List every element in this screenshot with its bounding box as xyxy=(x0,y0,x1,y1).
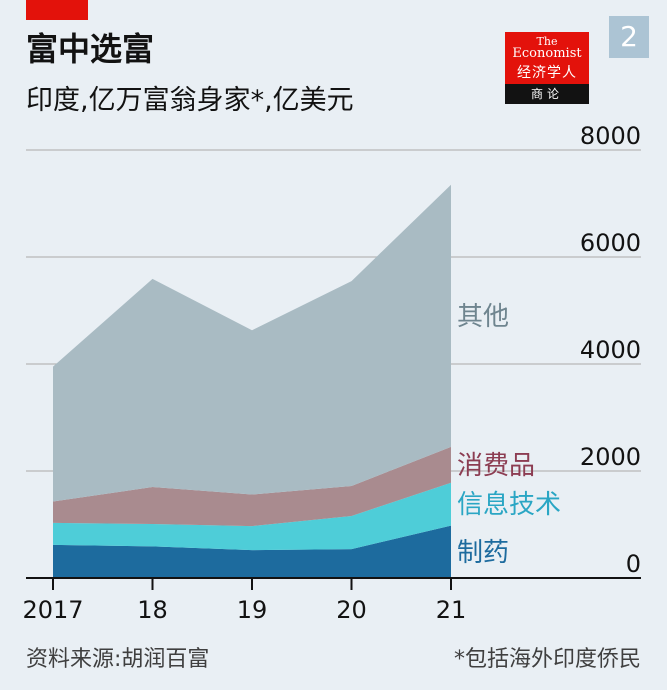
economist-logo: The Economist 经济学人 商论 xyxy=(505,32,589,104)
y-tick-label-0: 0 xyxy=(626,550,641,578)
area-3 xyxy=(53,184,451,502)
logo-line-4: 商论 xyxy=(505,84,589,104)
y-tick-label-4: 8000 xyxy=(580,122,641,150)
x-tick-label-1: 18 xyxy=(137,596,168,624)
chart-number-badge: 2 xyxy=(609,16,649,58)
series-label-1: 信息技术 xyxy=(457,490,561,520)
logo-line-2: Economist xyxy=(512,46,582,61)
brand-red-tag xyxy=(26,0,88,20)
area-0 xyxy=(53,525,451,578)
series-label-0: 制药 xyxy=(457,538,509,568)
series-label-3: 其他 xyxy=(457,302,509,332)
y-tick-label-2: 4000 xyxy=(580,336,641,364)
y-tick-label-3: 6000 xyxy=(580,229,641,257)
logo-line-3: 经济学人 xyxy=(517,65,577,81)
chart-title: 富中选富 xyxy=(26,30,155,68)
area-2 xyxy=(53,446,451,527)
x-tick-label-4: 21 xyxy=(436,596,467,624)
logo-line-1: The xyxy=(536,35,558,48)
x-tick-label-0: 2017 xyxy=(22,596,83,624)
area-1 xyxy=(53,482,451,551)
chart-subtitle: 印度,亿万富翁身家*,亿美元 xyxy=(26,85,354,116)
y-tick-label-1: 2000 xyxy=(580,443,641,471)
source-note: 资料来源:胡润百富 xyxy=(26,647,210,672)
series-label-2: 消费品 xyxy=(457,451,535,481)
x-tick-label-3: 20 xyxy=(336,596,367,624)
footnote: *包括海外印度侨民 xyxy=(453,647,641,672)
x-tick-label-2: 19 xyxy=(237,596,268,624)
